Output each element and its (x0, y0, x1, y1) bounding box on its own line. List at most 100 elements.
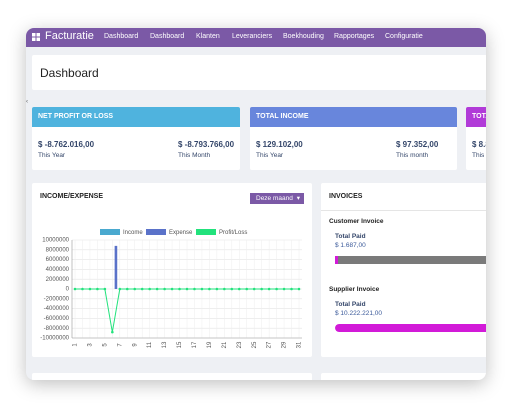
point (148, 287, 151, 291)
y-tick-label: -6000000 (44, 316, 70, 322)
x-tick-label: 23 (237, 341, 243, 348)
total-paid-amount: $ 1.687,00 (335, 242, 366, 249)
y-tick-label: -2000000 (44, 296, 70, 302)
point (103, 287, 107, 291)
point (237, 287, 241, 291)
panel-title: INVOICES (329, 193, 363, 200)
stat-card: NET PROFIT OR LOSS $ -8.762.016,00 This Ye… (32, 107, 240, 170)
stat-card: TOTA $ 8.8 This (466, 107, 486, 170)
point (230, 287, 234, 291)
point (223, 287, 226, 291)
nav-item[interactable]: Dashboard (150, 33, 185, 40)
y-tick-label: 2000000 (46, 277, 70, 283)
legend-label: Income (123, 230, 143, 236)
point (125, 287, 129, 291)
x-tick-label: 21 (222, 341, 228, 348)
legend-swatch (196, 229, 216, 235)
x-tick-label: 11 (147, 341, 153, 348)
point (81, 287, 84, 291)
x-tick-label: 29 (282, 341, 288, 348)
period-select-text: Deze maand (256, 195, 293, 202)
stat-value: $ 8.8 (472, 140, 486, 149)
card-title: NET PROFIT OR LOSS (32, 107, 240, 127)
point (282, 287, 286, 291)
point (163, 287, 166, 291)
nav-item[interactable]: Dashboard (104, 33, 139, 40)
period-select[interactable]: Deze maand ▾ (250, 193, 304, 204)
x-tick-label: 15 (177, 341, 183, 348)
income-expense-panel: INCOME/EXPENSE Deze maand ▾ 10000000 80000… (32, 183, 312, 357)
y-tick-label: 8000000 (46, 247, 70, 253)
top-nav: Facturatie Dashboard Dashboard Klanten Leve… (26, 28, 486, 47)
y-tick-label: -8000000 (44, 326, 70, 332)
page-title: Dashboard (40, 66, 99, 80)
point (178, 287, 181, 291)
nav-item[interactable]: Configuratie (385, 33, 423, 40)
stat-label: This month (396, 152, 429, 159)
app-window: Facturatie Dashboard Dashboard Klanten Leve… (26, 28, 486, 380)
point (73, 287, 77, 291)
bar (114, 245, 118, 289)
point (252, 287, 256, 291)
bottom-panel (321, 373, 486, 380)
x-tick-label: 5 (102, 343, 108, 347)
point (208, 287, 211, 291)
stat-value: $ 129.102,00 (256, 140, 303, 149)
page-header: Dashboard (32, 55, 486, 90)
point (133, 287, 137, 291)
point (200, 287, 204, 291)
point (260, 287, 263, 291)
stat-value: $ -8.762.016,00 (38, 140, 95, 149)
nav-item[interactable]: Boekhouding (283, 33, 324, 40)
point (267, 287, 271, 291)
x-tick-label: 19 (207, 341, 213, 348)
invoice-group-title: Customer Invoice (329, 218, 384, 225)
brand[interactable]: Facturatie (45, 30, 94, 42)
apps-icon[interactable] (32, 33, 40, 41)
legend-swatch (146, 229, 166, 235)
stat-label: This Month (178, 152, 211, 159)
x-tick-label: 3 (88, 343, 94, 347)
stat-label: This Year (256, 152, 284, 159)
y-tick-label: 0 (66, 287, 70, 293)
nav-item[interactable]: Klanten (196, 33, 220, 40)
progress-bar (335, 256, 339, 264)
y-tick-label: 10000000 (42, 238, 69, 244)
total-paid-label: Total Paid (335, 301, 366, 308)
y-tick-label: 4000000 (46, 267, 70, 273)
nav-item[interactable]: Rapportages (334, 33, 375, 40)
panel-title: INCOME/EXPENSE (40, 193, 104, 200)
x-tick-label: 25 (252, 341, 258, 348)
collapse-arrow[interactable]: ‹ (26, 99, 28, 105)
progress-track (335, 324, 486, 332)
legend-label: Expense (169, 230, 193, 236)
point (290, 287, 293, 291)
x-tick-label: 9 (132, 343, 138, 347)
stat-value: $ -8.793.766,00 (178, 140, 235, 149)
card-title: TOTAL INCOME (250, 107, 457, 127)
legend-swatch (100, 229, 120, 235)
point (96, 287, 99, 291)
point (170, 287, 174, 291)
stat-label: This (472, 152, 485, 159)
stat-value: $ 97.352,00 (396, 140, 439, 149)
total-paid-label: Total Paid (335, 233, 366, 240)
point (215, 287, 219, 291)
progress-bar (335, 324, 486, 332)
point (118, 287, 122, 291)
point (111, 330, 114, 334)
point (88, 287, 92, 291)
nav-item[interactable]: Leveranciers (232, 33, 273, 40)
x-tick-label: 31 (297, 341, 303, 348)
bottom-panel (32, 373, 312, 380)
chart: 10000000 8000000 6000000 4000000 2000000 0 -20… (40, 229, 303, 348)
progress-track (335, 256, 486, 264)
card-title: TOTA (466, 107, 486, 127)
x-tick-label: 1 (73, 343, 79, 347)
invoices-panel: INVOICES Customer Invoice Total Paid $ 1.6… (321, 183, 486, 357)
point (245, 287, 249, 291)
point (155, 287, 159, 291)
x-tick-label: 17 (192, 341, 198, 348)
select-caret: ▾ (296, 195, 300, 202)
